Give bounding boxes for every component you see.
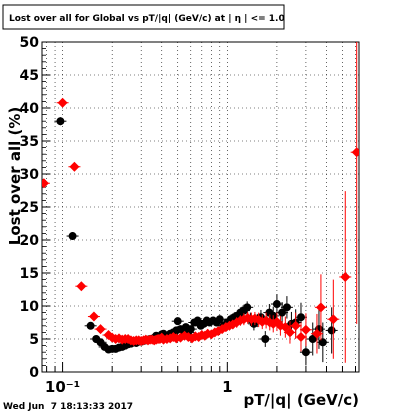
data-point-diamond <box>315 302 326 313</box>
y-axis-label: Lost over all (%) <box>6 107 24 245</box>
data-marks <box>42 42 359 366</box>
data-point-circle <box>327 326 336 335</box>
data-point-diamond <box>340 271 351 282</box>
x-tick-label: 10⁻¹ <box>45 378 80 396</box>
data-point-diamond <box>57 97 68 108</box>
y-tick-label: 35 <box>20 134 39 150</box>
y-tick-label: 5 <box>29 332 39 348</box>
y-tick-label: 15 <box>20 266 39 282</box>
data-point-circle <box>56 117 65 126</box>
chart-title: Lost over all for Global vs pT/|q| (GeV/… <box>9 14 285 24</box>
data-point-circle <box>301 348 310 357</box>
data-point-circle <box>243 303 252 312</box>
data-point-circle <box>261 335 270 343</box>
data-point-circle <box>282 303 291 312</box>
data-point-diamond <box>300 324 311 335</box>
data-point-diamond <box>290 320 301 331</box>
data-point-circle <box>86 321 95 330</box>
y-tick-label: 30 <box>20 167 40 183</box>
data-point-circle <box>272 300 281 309</box>
y-tick-label: 50 <box>20 35 40 51</box>
data-point-circle <box>318 338 327 347</box>
y-tick-label: 45 <box>20 68 39 84</box>
data-point-diamond <box>284 327 295 338</box>
y-tick-label: 10 <box>20 299 40 315</box>
data-point-diamond <box>328 314 339 325</box>
data-point-circle <box>215 315 224 324</box>
data-point-diamond <box>311 328 322 339</box>
data-point-diamond <box>95 324 106 335</box>
x-tick-label: 1 <box>222 378 232 396</box>
data-point-diamond <box>76 281 87 292</box>
y-tick-label: 25 <box>20 200 39 216</box>
data-point-circle <box>278 308 287 317</box>
y-tick-label: 40 <box>20 101 40 117</box>
data-point-circle <box>68 232 77 241</box>
data-point-diamond <box>42 178 49 189</box>
data-point-circle <box>173 317 182 326</box>
timestamp: Wed Jun 7 18:13:33 2017 <box>3 402 133 412</box>
data-point-circle <box>296 313 305 322</box>
data-point-circle <box>186 325 195 334</box>
x-axis: 10⁻¹ 1 <box>45 362 357 396</box>
data-point-diamond <box>351 147 359 158</box>
data-point-diamond <box>69 161 80 172</box>
data-point-diamond <box>295 332 306 343</box>
y-axis: 0 5 10 15 20 25 30 35 40 45 50 <box>20 35 50 381</box>
title-box <box>2 4 285 30</box>
data-point-circle <box>308 335 317 343</box>
y-tick-label: 20 <box>20 233 40 249</box>
data-point-diamond <box>88 311 99 322</box>
y-tick-label: 0 <box>29 365 39 381</box>
x-axis-label: pT/|q| (GeV/c) <box>243 391 359 410</box>
